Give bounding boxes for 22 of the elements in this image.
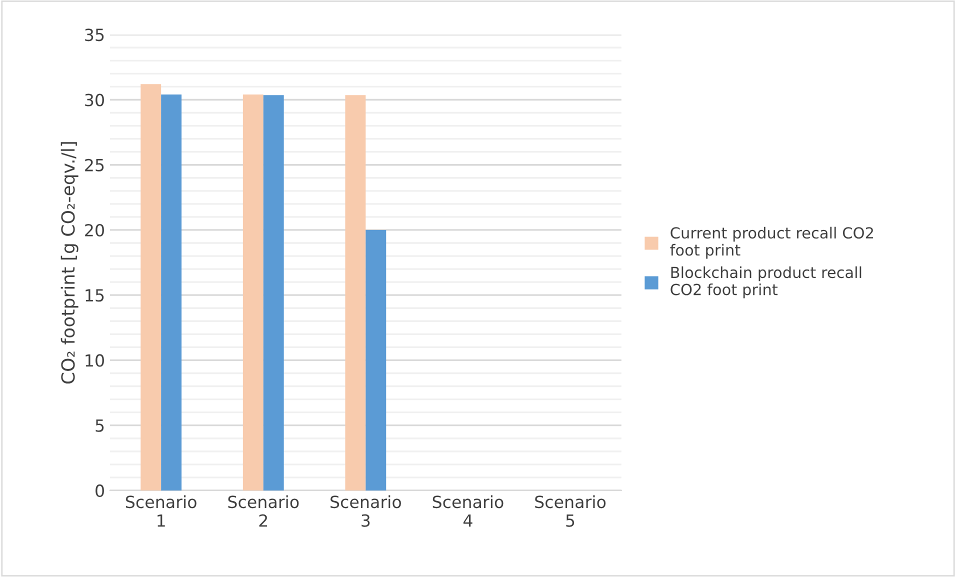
- y-tick-label: 5: [96, 420, 104, 432]
- x-tick-label: Scenario 2: [228, 495, 299, 527]
- y-tick-label: 25: [85, 158, 104, 172]
- y-tick-label: 0: [96, 484, 104, 498]
- x-tick-label: Scenario 1: [126, 495, 196, 527]
- y-tick-label: 35: [85, 28, 104, 42]
- bar: [366, 230, 386, 490]
- x-tick-label: Scenario 3: [330, 495, 401, 527]
- x-tick-label: Scenario 5: [535, 495, 606, 527]
- y-tick-label: 15: [86, 289, 104, 302]
- y-tick-label: 30: [85, 94, 104, 106]
- bar: [242, 94, 264, 490]
- bar: [140, 84, 162, 490]
- y-tick-label: 20: [85, 224, 104, 237]
- legend-label: Current product recall CO2 foot print: [670, 226, 873, 259]
- bar: [345, 95, 366, 490]
- bar: [161, 94, 182, 490]
- legend-label: Blockchain product recall CO2 foot print: [670, 266, 862, 298]
- y-axis-title: CO₂ footprint [g CO₂-eqv./l]: [60, 142, 78, 384]
- x-tick-label: Scenario 4: [432, 495, 504, 527]
- bar: [263, 95, 284, 490]
- y-tick-label: 10: [86, 354, 104, 367]
